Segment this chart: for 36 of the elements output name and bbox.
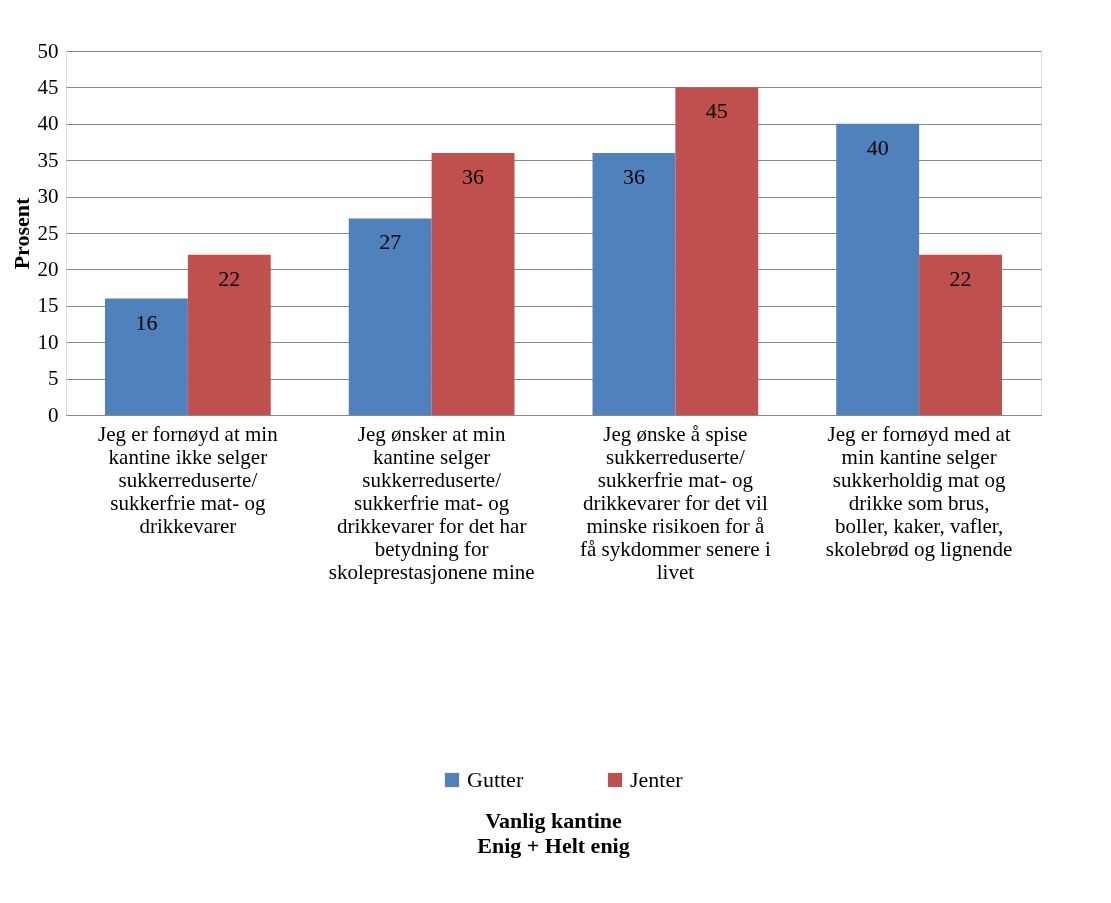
legend-label: Jenter	[630, 767, 684, 792]
y-axis-title: Prosent	[8, 196, 34, 270]
y-tick-label: 35	[37, 147, 59, 172]
data-label: 27	[379, 229, 402, 255]
bar	[105, 298, 188, 415]
legend-label: Gutter	[467, 767, 524, 792]
y-tick-label: 15	[37, 293, 59, 318]
data-label: 40	[866, 134, 889, 160]
bar	[592, 152, 676, 415]
y-tick-label: 40	[37, 111, 59, 136]
bar	[675, 87, 759, 415]
y-tick-label: 0	[48, 402, 59, 427]
y-tick-label: 30	[37, 184, 59, 209]
data-label: 45	[705, 98, 728, 124]
bar	[919, 254, 1002, 415]
text: Vanlig kantine	[485, 808, 623, 833]
bar	[187, 254, 271, 415]
x-tick-label: Jeg ønske å spise sukkerreduserte/ sukkerfrie mat- og drikkevarer for det vil minske risikoen for å få sykdommer senere i livet	[580, 421, 771, 584]
text: Enig + Helt enig	[477, 833, 630, 858]
x-tick-label: Jeg ønsker at min kantine selger sukkerreduserte/ sukkerfrie mat- og drikkevarer for det har betydning for skoleprestasjonene mine	[328, 421, 535, 584]
y-tick-label: 10	[37, 329, 59, 354]
y-tick-label: 20	[37, 256, 59, 281]
y-tick-label: 50	[37, 38, 59, 63]
bar	[431, 152, 515, 415]
data-label: 36	[622, 163, 645, 189]
y-tick-label: 25	[37, 220, 59, 245]
x-tick-label: Jeg er fornøyd at min kantine ikke selger sukkerreduserte/ sukkerfrie mat- og drikkevarer	[98, 421, 279, 538]
y-tick-label: 5	[48, 366, 59, 391]
bar	[348, 218, 432, 415]
y-tick-label: 45	[37, 74, 59, 99]
data-label: 16	[135, 309, 158, 335]
data-label: 22	[949, 265, 972, 291]
bar	[836, 123, 920, 415]
data-label: 36	[462, 163, 485, 189]
data-label: 22	[218, 265, 241, 291]
x-tick-label: Jeg er fornøyd med at min kantine selger sukkerholdig mat og drikke som brus, boller, kaker, vafler, skolebrød og lignende	[825, 421, 1013, 561]
